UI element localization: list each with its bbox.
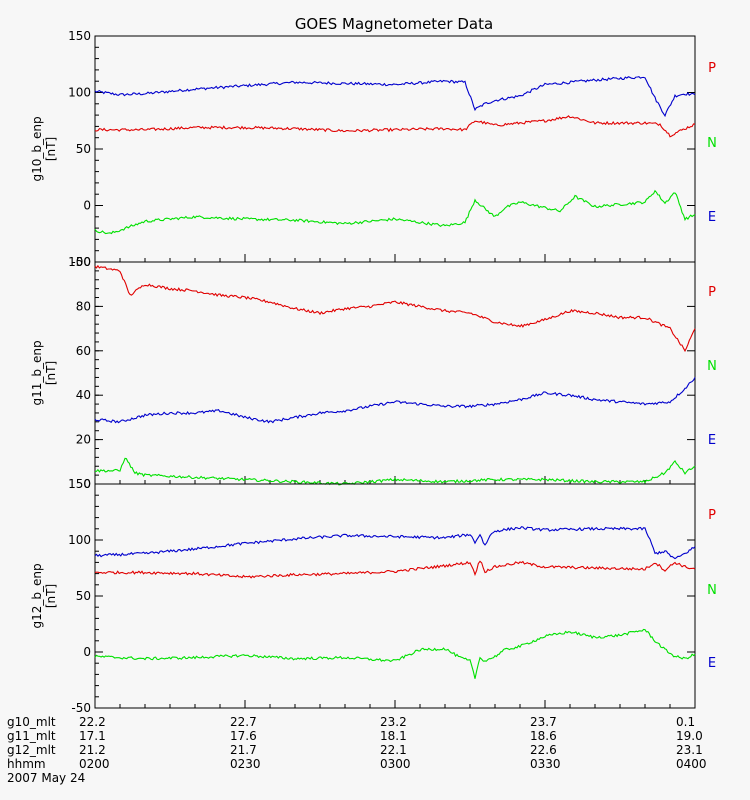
y-tick-label: 0 (83, 199, 91, 213)
series-line-E (94, 189, 696, 235)
panel-g10_b_enp: -50 0 50 100 150 g10_b_enp [nT] P N E (30, 29, 717, 269)
y-tick-label: -50 (71, 255, 91, 269)
mlt-footer: g10_mlt 22.2 22.7 23.2 23.7 0.1 g11_mlt … (0, 715, 750, 800)
footer-value: 17.1 (79, 729, 106, 743)
y-tick-label: 80 (76, 299, 91, 313)
y-tick-label: 100 (68, 533, 91, 547)
y-tick-label: -50 (71, 701, 91, 715)
footer-value: 21.2 (79, 743, 106, 757)
y-axis-label: g10_b_enp (30, 116, 44, 181)
footer-value: 22.2 (79, 715, 106, 729)
y-tick-label: 150 (68, 29, 91, 43)
footer-value: 0330 (530, 757, 561, 771)
component-label-E: E (708, 656, 716, 671)
footer-value: 17.6 (230, 729, 257, 743)
y-tick-label: 100 (68, 255, 91, 269)
panel-frame (94, 483, 696, 709)
panel-frame (94, 261, 696, 485)
panel-g11_b_enp: 0 20 40 60 80 100 g11_b_enp [nT] P N E (30, 255, 717, 491)
footer-row-g10: g10_mlt 22.2 22.7 23.2 23.7 0.1 (0, 715, 750, 729)
footer-row-label: g12_mlt (7, 743, 56, 757)
series-line-P (94, 526, 696, 560)
y-axis-units: [nT] (44, 584, 58, 608)
y-tick-label: 40 (76, 388, 91, 402)
y-axis-units: [nT] (44, 137, 58, 161)
footer-date: 2007 May 24 (7, 771, 86, 785)
series-line-P (94, 264, 696, 353)
series-line-P (94, 76, 696, 118)
y-tick-label: 0 (83, 645, 91, 659)
component-label-N: N (707, 583, 717, 598)
series-line-N (94, 115, 696, 138)
panel-g12_b_enp: -50 0 50 100 150 g12_b_enp [nT] P N E (30, 477, 717, 715)
footer-row-label: g11_mlt (7, 729, 56, 743)
panel-frame (94, 35, 696, 263)
component-label-N: N (707, 136, 717, 151)
footer-value: 23.2 (380, 715, 407, 729)
footer-value: 19.0 (676, 729, 703, 743)
component-label-E: E (708, 433, 716, 448)
footer-row-label: g10_mlt (7, 715, 56, 729)
y-tick-label: 60 (76, 344, 91, 358)
y-tick-label: 20 (76, 433, 91, 447)
magnetometer-chart: GOES Magnetometer Data -50 0 50 100 150 g10_b… (30, 15, 717, 715)
series-line-N (94, 560, 696, 579)
chart-title: GOES Magnetometer Data (295, 15, 493, 33)
y-tick-label: 150 (68, 477, 91, 491)
footer-row-hhmm: hhmm 0200 0230 0300 0330 0400 (0, 757, 750, 771)
footer-value: 22.1 (380, 743, 407, 757)
y-tick-label: 50 (76, 142, 91, 156)
y-axis-units: [nT] (44, 361, 58, 385)
footer-value: 21.7 (230, 743, 257, 757)
footer-value: 18.1 (380, 729, 407, 743)
y-axis-label: g12_b_enp (30, 563, 44, 628)
footer-row-g12: g12_mlt 21.2 21.7 22.1 22.6 23.1 (0, 743, 750, 757)
y-tick-label: 0 (83, 477, 91, 491)
series-line-E (94, 628, 696, 679)
y-tick-label: 100 (68, 86, 91, 100)
component-label-P: P (708, 508, 716, 523)
footer-value: 23.7 (530, 715, 557, 729)
component-label-E: E (708, 210, 716, 225)
series-line-N (94, 377, 696, 424)
footer-value: 23.1 (676, 743, 703, 757)
series-line-E (94, 457, 696, 486)
footer-value: 18.6 (530, 729, 557, 743)
footer-value: 0.1 (676, 715, 696, 729)
footer-value: 22.6 (530, 743, 557, 757)
footer-value: 0400 (676, 757, 707, 771)
y-tick-label: 50 (76, 589, 91, 603)
footer-value: 0230 (230, 757, 261, 771)
footer-value: 22.7 (230, 715, 257, 729)
footer-row-label: hhmm (7, 757, 46, 771)
footer-row-g11: g11_mlt 17.1 17.6 18.1 18.6 19.0 (0, 729, 750, 743)
component-label-P: P (708, 285, 716, 300)
component-label-P: P (708, 61, 716, 76)
footer-value: 0200 (79, 757, 110, 771)
y-axis-label: g11_b_enp (30, 340, 44, 405)
component-label-N: N (707, 359, 717, 374)
footer-value: 0300 (380, 757, 411, 771)
